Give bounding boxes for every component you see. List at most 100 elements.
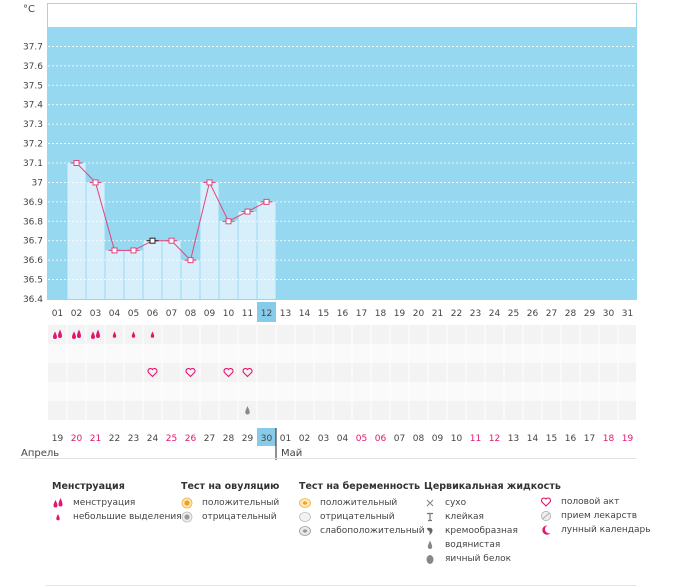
legend-item-label: половой акт: [561, 497, 620, 507]
temperature-point: [244, 208, 251, 215]
temperature-bar: [105, 250, 124, 299]
temperature-point: [111, 247, 118, 254]
y-tick-label: 37.1: [23, 159, 43, 169]
x-tick-label: 18: [375, 309, 387, 319]
symptom-row: [48, 382, 636, 401]
drop-double-icon: [91, 329, 100, 339]
temperature-point: [168, 237, 175, 244]
cycle-day-highlight: [257, 428, 276, 446]
cycle-day-label: 02: [299, 434, 310, 444]
drop-double-icon: [72, 329, 81, 339]
heart-icon: [242, 367, 253, 378]
x-tick-label: 27: [546, 309, 557, 319]
legend-item-intercourse: половой акт: [540, 495, 651, 509]
month-label: Май: [281, 448, 302, 459]
legend-item-ovulation-positive: положительный: [181, 496, 279, 510]
y-tick-label: 37.4: [23, 101, 43, 111]
watery-icon: [245, 406, 250, 415]
y-tick-label: 37.3: [23, 120, 43, 130]
legend-item-sticky: клейкая: [424, 510, 561, 524]
cycle-day-label: 05: [356, 434, 367, 444]
cycle-day-label: 03: [318, 434, 329, 444]
drop-shape: [112, 331, 117, 338]
x-tick-label: 12: [261, 309, 272, 319]
x-tick-label: 10: [223, 309, 235, 319]
legend-item-creamy: кремообразная: [424, 524, 561, 538]
cycle-day-label: 16: [565, 434, 577, 444]
x-tick-label: 23: [470, 309, 481, 319]
drop-double-icon: [53, 329, 62, 339]
cycle-day-label: 24: [147, 434, 159, 444]
cycle-day-label: 25: [166, 434, 177, 444]
x-tick-label: 08: [185, 309, 197, 319]
legend-other: половой акт прием лекарств лунный календ…: [540, 495, 651, 537]
temperature-point: [92, 179, 99, 186]
x-tick-label: 29: [584, 309, 596, 319]
cycle-day-label: 26: [185, 434, 197, 444]
legend-ovulation-test: Тест на овуляцию положительный отрицател…: [181, 481, 279, 524]
pregnancy-negative-icon: [299, 511, 311, 523]
heart-icon: [147, 367, 158, 378]
y-tick-label: 36.4: [23, 295, 43, 305]
drop-shape: [245, 406, 250, 415]
temperature-bar: [143, 240, 162, 299]
legend-item-label: сухо: [445, 498, 467, 508]
heart-shape: [223, 367, 234, 378]
legend-item-label: небольшие выделения: [73, 512, 182, 522]
legend-ovulation-title: Тест на овуляцию: [181, 481, 280, 492]
temperature-point: [263, 198, 270, 205]
egg-white-icon: [424, 553, 436, 565]
cycle-day-label: 20: [71, 434, 83, 444]
cycle-day-label: 23: [128, 434, 139, 444]
legend-item-dry: сухо: [424, 496, 561, 510]
temperature-point: [149, 237, 156, 244]
legend-item-label: клейкая: [445, 512, 484, 522]
legend-item-label: менструация: [73, 498, 136, 508]
cycle-day-label: 27: [204, 434, 215, 444]
legend-item-label: слабоположительный: [320, 526, 425, 536]
temperature-bar: [238, 211, 257, 299]
x-tick-label: 20: [413, 309, 425, 319]
symptom-row: [48, 325, 636, 344]
x-tick-label: 06: [147, 309, 159, 319]
x-tick-label: 26: [527, 309, 539, 319]
drop-double-icon: [52, 497, 64, 509]
watery-icon: [424, 539, 436, 551]
y-tick-label: 37: [32, 178, 43, 188]
heart-icon: [185, 367, 196, 378]
drop-shape: [150, 331, 155, 338]
heart-shape: [147, 367, 158, 378]
y-tick-label: 36.5: [23, 276, 43, 286]
legend-cervical-fluid: Цервикальная жидкость сухо клейкая кремо…: [424, 481, 561, 566]
cycle-day-label: 06: [375, 434, 387, 444]
legend-item-menstruation: менструация: [52, 496, 182, 510]
legend-item-spotting: небольшие выделения: [52, 510, 182, 524]
x-tick-label: 28: [565, 309, 577, 319]
cycle-day-label: 14: [527, 434, 539, 444]
drop-shape: [72, 329, 81, 339]
month-label: Апрель: [21, 448, 59, 459]
drop-shape: [53, 329, 62, 339]
legend-item-egg-white: яичный белок: [424, 552, 561, 566]
y-tick-label: 37.5: [23, 81, 43, 91]
temperature-bar: [162, 240, 181, 299]
cycle-day-label: 22: [109, 434, 120, 444]
cycle-day-label: 17: [584, 434, 595, 444]
current-day-highlight: [257, 302, 276, 322]
legend-item-label: отрицательный: [320, 512, 395, 522]
cycle-day-label: 19: [622, 434, 634, 444]
x-tick-label: 30: [603, 309, 615, 319]
legend-item-pregnancy-positive: положительный: [299, 496, 425, 510]
heart-shape: [185, 367, 196, 378]
x-tick-label: 09: [204, 309, 216, 319]
heart-icon: [223, 367, 234, 378]
x-tick-label: 11: [242, 309, 253, 319]
y-tick-label: 36.9: [23, 198, 43, 208]
creamy-icon: [424, 525, 436, 537]
temperature-point: [73, 160, 80, 166]
legend-item-label: кремообразная: [445, 526, 518, 536]
legend-item-ovulation-negative: отрицательный: [181, 510, 279, 524]
temperature-bar: [181, 260, 200, 299]
pregnancy-positive-icon: [299, 497, 311, 509]
symptom-row: [48, 401, 636, 420]
